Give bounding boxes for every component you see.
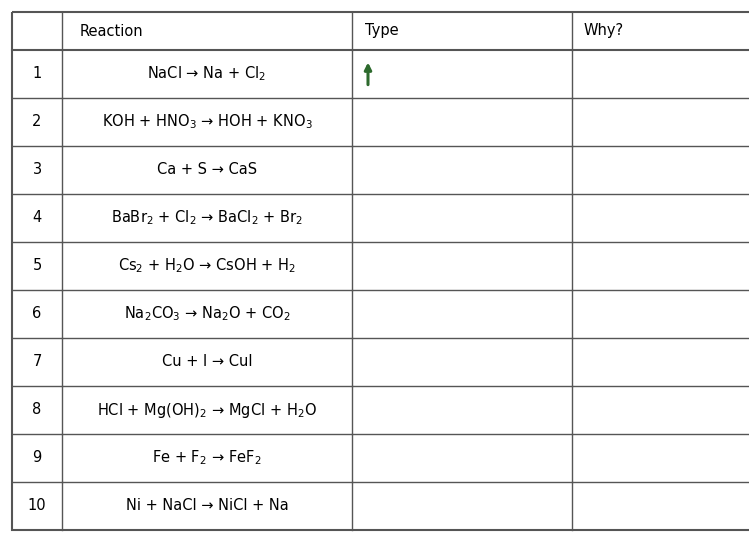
Text: Cs$_2$ + H$_2$O → CsOH + H$_2$: Cs$_2$ + H$_2$O → CsOH + H$_2$	[118, 257, 296, 275]
Text: Type: Type	[366, 24, 398, 38]
Text: 2: 2	[32, 114, 42, 129]
Text: Why?: Why?	[583, 24, 623, 38]
Text: HCl + Mg(OH)$_2$ → MgCl + H$_2$O: HCl + Mg(OH)$_2$ → MgCl + H$_2$O	[97, 400, 317, 419]
Text: Ca + S → CaS: Ca + S → CaS	[157, 162, 257, 177]
Text: 4: 4	[32, 211, 42, 225]
Text: 1: 1	[32, 66, 42, 81]
Text: NaCl → Na + Cl$_2$: NaCl → Na + Cl$_2$	[148, 65, 267, 84]
Text: 9: 9	[32, 451, 42, 466]
Text: 6: 6	[32, 307, 42, 321]
Text: Reaction: Reaction	[79, 24, 143, 38]
Text: Na$_2$CO$_3$ → Na$_2$O + CO$_2$: Na$_2$CO$_3$ → Na$_2$O + CO$_2$	[124, 305, 291, 323]
Text: KOH + HNO$_3$ → HOH + KNO$_3$: KOH + HNO$_3$ → HOH + KNO$_3$	[102, 113, 312, 132]
Text: 10: 10	[28, 499, 46, 514]
Text: 7: 7	[32, 355, 42, 370]
Text: 5: 5	[32, 259, 42, 273]
Text: BaBr$_2$ + Cl$_2$ → BaCl$_2$ + Br$_2$: BaBr$_2$ + Cl$_2$ → BaCl$_2$ + Br$_2$	[111, 209, 303, 227]
Text: Fe + F$_2$ → FeF$_2$: Fe + F$_2$ → FeF$_2$	[152, 448, 261, 467]
Text: Cu + I → CuI: Cu + I → CuI	[162, 355, 252, 370]
Text: 3: 3	[32, 162, 41, 177]
Text: 8: 8	[32, 403, 42, 418]
Text: Ni + NaCl → NiCl + Na: Ni + NaCl → NiCl + Na	[126, 499, 288, 514]
